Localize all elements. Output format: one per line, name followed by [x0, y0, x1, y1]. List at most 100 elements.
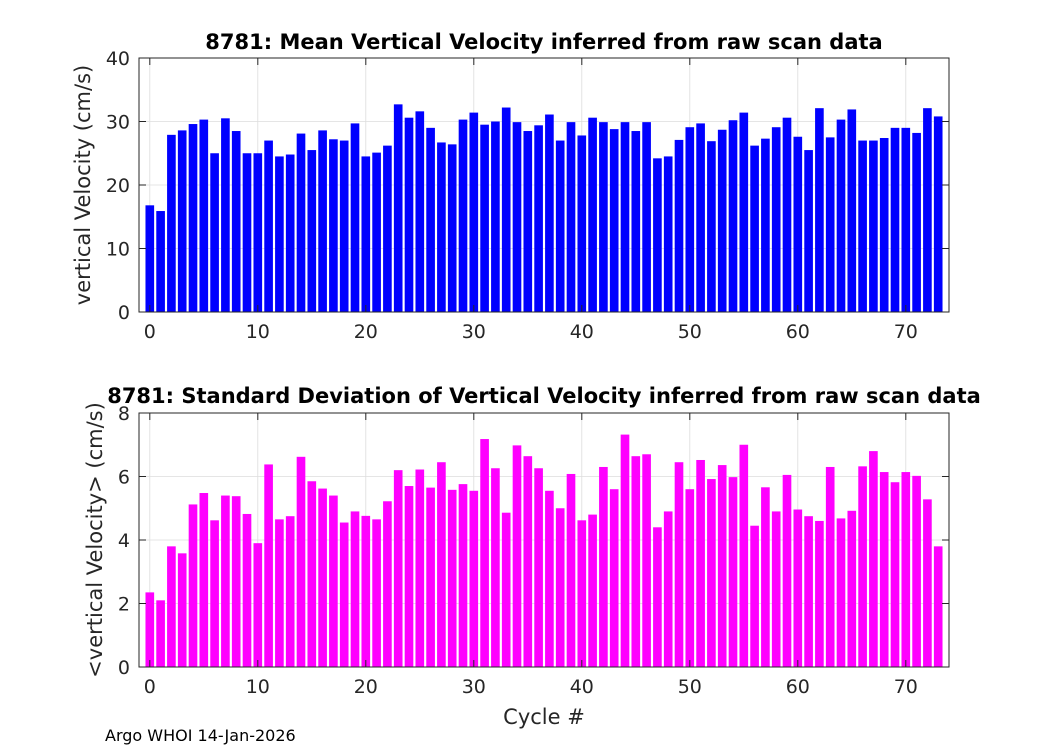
mean-velocity-bar-62: [815, 108, 824, 312]
mean-velocity-ticks: 0 10 20 30 40 50 60 70 0 10 20 30 40: [106, 48, 949, 343]
std-velocity-bar-65: [847, 510, 857, 667]
std-velocity-bar-51: [696, 459, 705, 667]
mean-velocity-bar-10: [253, 153, 263, 312]
std-velocity-bar-28: [447, 489, 457, 667]
mean-velocity-bar-36: [534, 125, 543, 312]
std-velocity-bar-43: [609, 489, 619, 667]
mean-velocity-bar-61: [804, 150, 813, 312]
std-velocity-ytick-label-6: 6: [118, 467, 130, 489]
std-velocity-bar-41: [588, 514, 597, 667]
mean-velocity-bar-35: [523, 131, 533, 312]
std-velocity-bar-36: [534, 468, 543, 667]
std-velocity-bar-13: [285, 516, 295, 667]
mean-velocity-bar-31: [480, 124, 489, 312]
mean-velocity-ylabel: vertical Velocity (cm/s): [71, 65, 95, 305]
mean-velocity-bar-8: [231, 131, 241, 312]
std-velocity-bar-7: [221, 495, 230, 667]
std-velocity-bar-27: [437, 462, 446, 667]
mean-velocity-bar-53: [717, 129, 727, 312]
mean-velocity-bar-47: [653, 158, 662, 312]
std-velocity-xtick-label-0: 0: [144, 676, 156, 698]
std-velocity-bar-14: [296, 456, 306, 667]
mean-velocity-bar-25: [415, 111, 425, 312]
mean-velocity-bar-65: [847, 109, 857, 312]
std-velocity-bar-37: [545, 490, 554, 667]
std-velocity-bar-18: [339, 522, 349, 667]
mean-velocity-bar-7: [221, 118, 230, 312]
mean-velocity-bar-21: [372, 152, 381, 312]
mean-velocity-bar-13: [285, 154, 295, 312]
mean-velocity-bar-42: [599, 122, 608, 312]
mean-velocity-bar-16: [318, 130, 327, 312]
std-velocity-bar-56: [750, 525, 759, 667]
std-velocity-ticks: 0 10 20 30 40 50 60 70 0 2 4 6 8: [118, 403, 949, 698]
std-velocity-bar-22: [383, 501, 392, 667]
mean-velocity-bar-33: [501, 107, 511, 312]
std-velocity-bar-2: [167, 546, 176, 667]
std-velocity-bar-23: [393, 470, 403, 667]
std-velocity-bar-6: [210, 520, 219, 667]
std-velocity-xtick-label-20: 20: [354, 676, 378, 698]
mean-velocity-bar-38: [555, 140, 565, 312]
mean-velocity-panel: 8781: Mean Vertical Velocity inferred fr…: [71, 30, 950, 343]
mean-velocity-bars: [145, 104, 943, 312]
mean-velocity-bar-12: [275, 156, 284, 312]
std-velocity-bar-53: [717, 465, 727, 667]
std-velocity-bar-33: [501, 512, 511, 667]
mean-velocity-ytick-label-30: 30: [106, 112, 130, 134]
std-velocity-bar-54: [728, 477, 738, 667]
mean-velocity-bar-57: [761, 138, 770, 312]
std-velocity-bar-29: [458, 484, 468, 667]
mean-velocity-bar-70: [901, 127, 911, 312]
std-velocity-bar-30: [469, 490, 479, 667]
mean-velocity-bar-71: [912, 132, 921, 312]
mean-velocity-bar-52: [707, 141, 716, 312]
std-velocity-xlabel: Cycle #: [503, 705, 585, 729]
mean-velocity-bar-72: [923, 108, 932, 312]
mean-velocity-ytick-label-0: 0: [118, 302, 130, 324]
mean-velocity-bar-66: [858, 140, 867, 312]
std-velocity-bar-67: [869, 451, 878, 667]
std-velocity-bar-62: [815, 520, 824, 667]
std-velocity-bar-10: [253, 543, 263, 667]
mean-velocity-xtick-label-70: 70: [894, 321, 918, 343]
mean-velocity-bar-58: [771, 127, 781, 312]
mean-velocity-bar-19: [350, 123, 360, 312]
std-velocity-bar-48: [663, 511, 673, 667]
mean-velocity-bar-44: [620, 122, 630, 312]
mean-velocity-xtick-label-30: 30: [462, 321, 486, 343]
std-velocity-bar-34: [512, 445, 522, 667]
mean-velocity-bar-40: [577, 135, 587, 312]
mean-velocity-bar-34: [512, 122, 522, 312]
mean-velocity-bar-28: [447, 144, 457, 312]
mean-velocity-bar-48: [663, 156, 673, 312]
std-velocity-bar-42: [599, 466, 608, 667]
mean-velocity-bar-26: [426, 127, 435, 312]
mean-velocity-title: 8781: Mean Vertical Velocity inferred fr…: [205, 30, 882, 54]
mean-velocity-bar-64: [836, 119, 846, 312]
mean-velocity-bar-54: [728, 120, 738, 312]
mean-velocity-xtick-label-20: 20: [354, 321, 378, 343]
mean-velocity-bar-45: [631, 131, 641, 312]
std-velocity-bar-4: [188, 504, 198, 667]
std-velocity-bar-35: [523, 456, 533, 667]
mean-velocity-bar-69: [890, 127, 900, 312]
mean-velocity-xtick-label-40: 40: [570, 321, 594, 343]
std-velocity-bar-3: [177, 553, 187, 667]
std-velocity-bar-47: [653, 527, 662, 667]
std-velocity-xtick-label-50: 50: [678, 676, 702, 698]
mean-velocity-bar-41: [588, 117, 597, 312]
mean-velocity-bar-2: [167, 134, 176, 312]
mean-velocity-xtick-label-10: 10: [246, 321, 270, 343]
std-velocity-bar-57: [761, 487, 770, 667]
mean-velocity-bar-51: [696, 123, 705, 312]
mean-velocity-bar-59: [782, 117, 792, 312]
mean-velocity-bar-3: [177, 130, 187, 312]
std-velocity-bar-50: [685, 489, 695, 667]
std-velocity-bar-70: [901, 472, 911, 667]
mean-velocity-bar-9: [242, 153, 252, 312]
std-velocity-bar-52: [707, 479, 716, 667]
mean-velocity-bar-22: [383, 145, 392, 312]
mean-velocity-bar-49: [674, 139, 684, 312]
